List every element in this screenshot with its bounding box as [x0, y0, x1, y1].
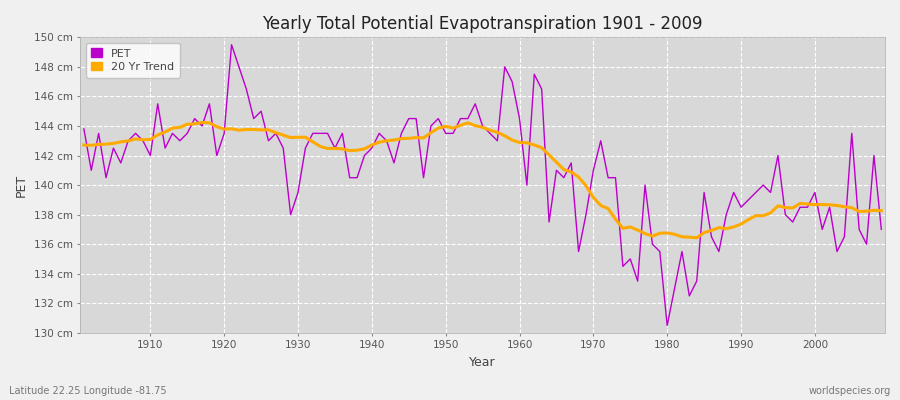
PET: [876, 227, 886, 232]
20 Yr Trend: [196, 120, 207, 125]
PET: [226, 42, 237, 47]
20 Yr Trend: [138, 137, 148, 142]
20 Yr Trend: [308, 140, 319, 144]
PET: [138, 138, 148, 143]
20 Yr Trend: [352, 148, 363, 153]
PET: [521, 183, 532, 188]
PET: [78, 126, 89, 131]
20 Yr Trend: [691, 236, 702, 240]
Title: Yearly Total Potential Evapotranspiration 1901 - 2009: Yearly Total Potential Evapotranspiratio…: [262, 15, 703, 33]
20 Yr Trend: [876, 208, 886, 213]
PET: [514, 116, 525, 121]
20 Yr Trend: [78, 143, 89, 148]
Text: Latitude 22.25 Longitude -81.75: Latitude 22.25 Longitude -81.75: [9, 386, 166, 396]
PET: [662, 323, 672, 328]
PET: [610, 175, 621, 180]
Line: PET: PET: [84, 45, 881, 326]
20 Yr Trend: [610, 217, 621, 222]
Text: worldspecies.org: worldspecies.org: [809, 386, 891, 396]
20 Yr Trend: [521, 140, 532, 145]
PET: [352, 175, 363, 180]
20 Yr Trend: [514, 140, 525, 145]
Legend: PET, 20 Yr Trend: PET, 20 Yr Trend: [86, 43, 180, 78]
Y-axis label: PET: PET: [15, 174, 28, 197]
Line: 20 Yr Trend: 20 Yr Trend: [84, 122, 881, 238]
PET: [308, 131, 319, 136]
X-axis label: Year: Year: [469, 356, 496, 369]
